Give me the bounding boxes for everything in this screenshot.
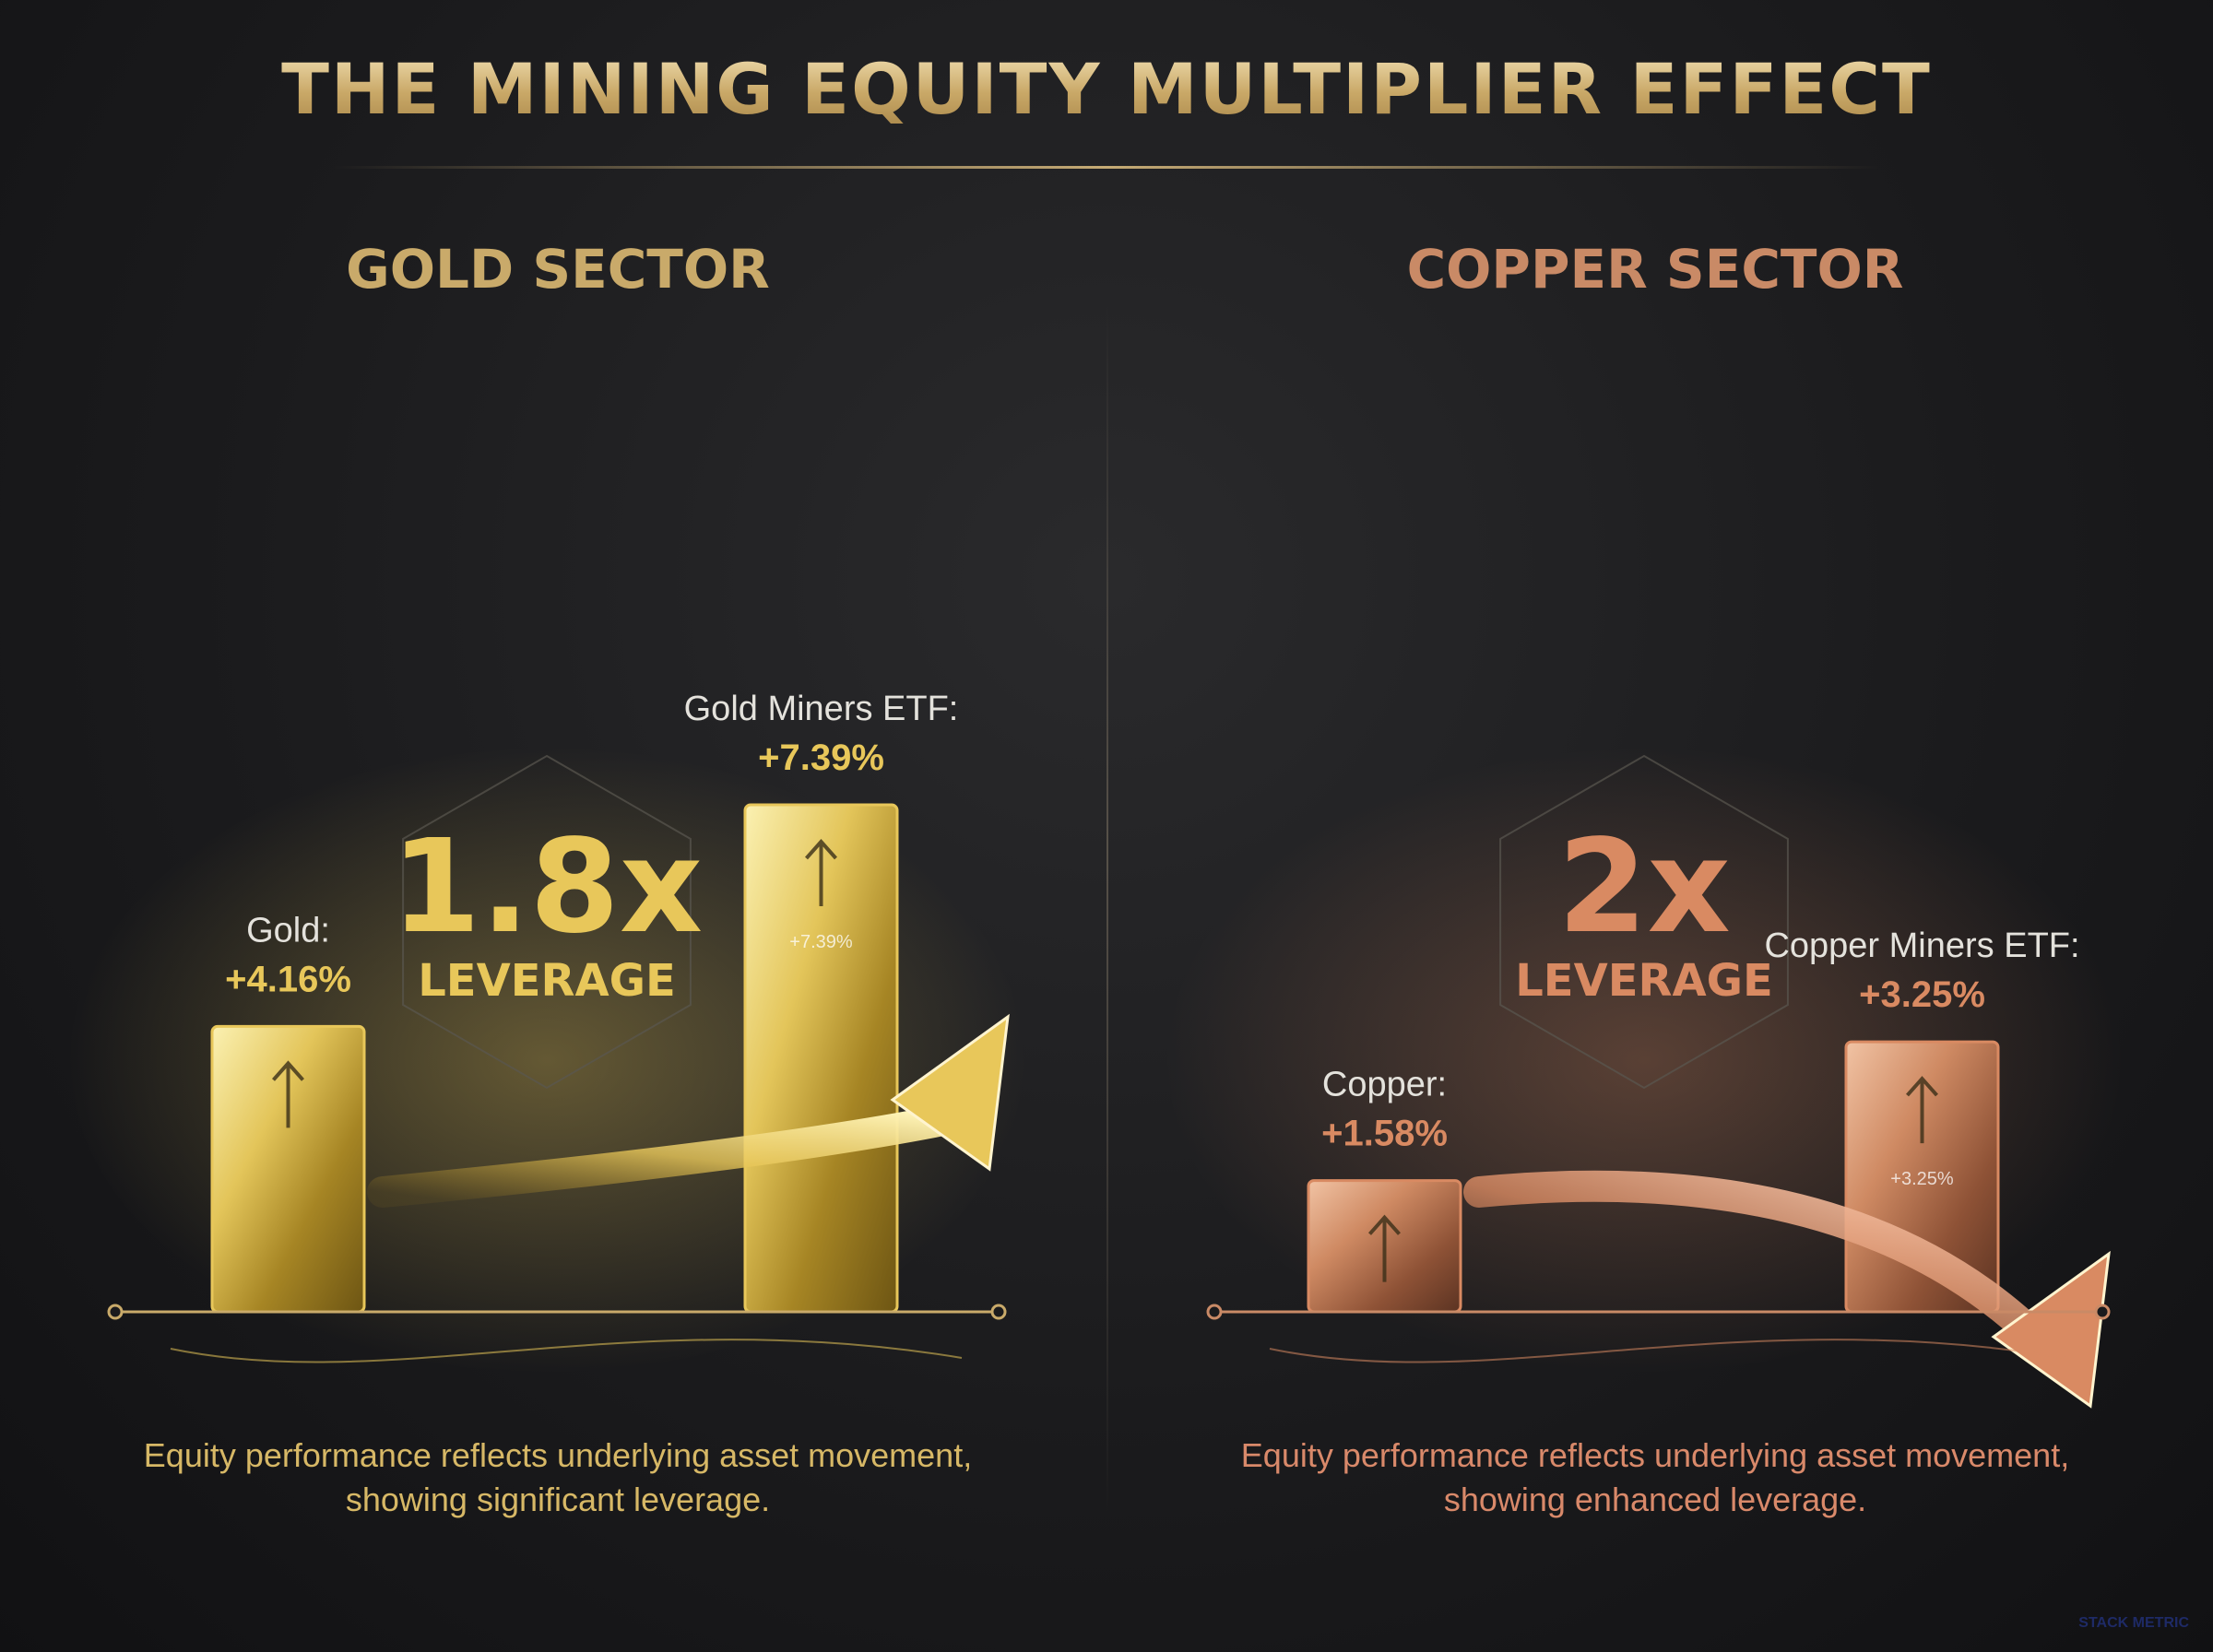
value-label-1: +3.25% <box>1859 974 1985 1015</box>
bar-up-arrow-icon <box>1368 1214 1401 1282</box>
multiplier-value: 1.8x <box>391 812 703 962</box>
bar-up-arrow-icon <box>805 838 837 906</box>
category-label-1: Copper Miners ETF: <box>1764 926 2079 965</box>
category-label-0: Copper: <box>1322 1066 1447 1104</box>
title-divider <box>332 166 1881 169</box>
trend-arrow <box>1463 1170 2069 1372</box>
hexagon-frame <box>402 754 692 1090</box>
gold-sector-note: Equity performance reflects underlying a… <box>143 1436 973 1518</box>
trend-arrow-head <box>890 1013 1010 1172</box>
bar-inner-label: +7.39% <box>789 932 853 952</box>
axis-end-node <box>1206 1304 1223 1320</box>
axis-end-node <box>2094 1304 2111 1320</box>
trend-arrow-head <box>1991 1250 2111 1409</box>
gold-sector-chart: Gold: +4.16% Gold Miners ETF: +7.39% +7.39% 1… <box>67 690 1026 1374</box>
copper-sector-note: Equity performance reflects underlying a… <box>1240 1436 2070 1518</box>
bar-up-arrow-icon <box>272 1060 304 1128</box>
hexagon-frame <box>1499 754 1789 1090</box>
page-title: THE MINING EQUITY MULTIPLIER EFFECT <box>0 48 2213 130</box>
multiplier-caption: LEVERAGE <box>1515 955 1773 1007</box>
decorative-wave <box>1269 1339 2066 1363</box>
value-label-1: +7.39% <box>758 738 884 778</box>
axis-end-node <box>990 1304 1007 1320</box>
category-label-0: Gold: <box>246 911 330 950</box>
category-label-1: Gold Miners ETF: <box>684 690 959 728</box>
value-label-0: +1.58% <box>1321 1114 1448 1154</box>
watermark: STACK METRIC <box>2078 1615 2189 1631</box>
copper-sector-chart: Copper: +1.58% Copper Miners ETF: +3.25% +3.… <box>1165 747 2124 1409</box>
decorative-wave <box>170 1339 963 1363</box>
bar-inner-label: +3.25% <box>1890 1169 1954 1189</box>
value-label-0: +4.16% <box>225 959 351 999</box>
multiplier-caption: LEVERAGE <box>418 955 676 1007</box>
bar-up-arrow-icon <box>1906 1076 1938 1144</box>
gold-sector-title: GOLD SECTOR <box>346 238 770 301</box>
multiplier-value: 2x <box>1557 812 1731 962</box>
axis-end-node <box>107 1304 124 1320</box>
trend-arrow <box>367 1103 968 1208</box>
copper-sector-title: COPPER SECTOR <box>1406 238 1904 301</box>
sector-divider <box>1106 304 1108 1521</box>
